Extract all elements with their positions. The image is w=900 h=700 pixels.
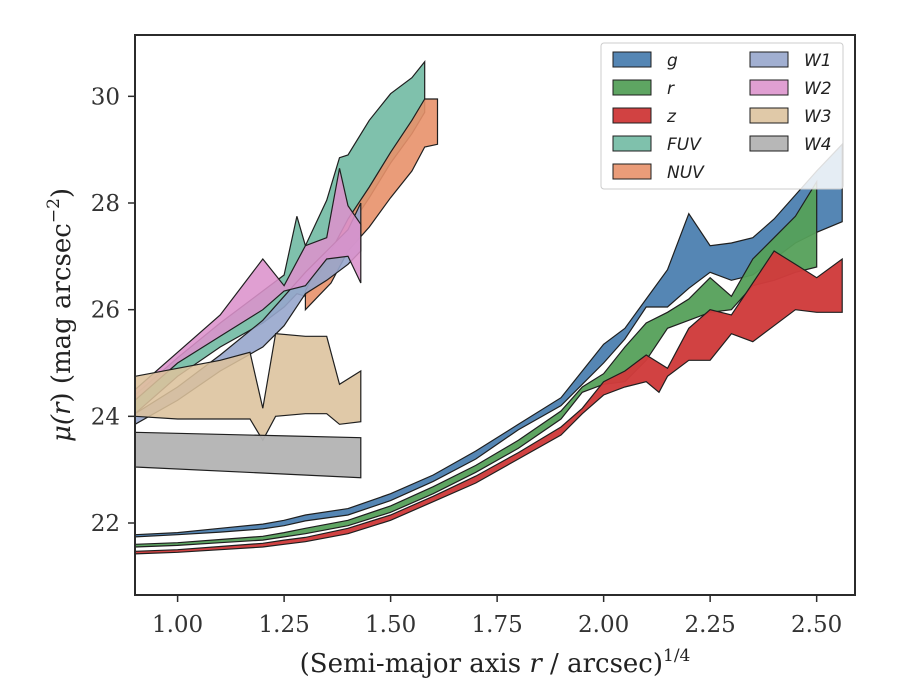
x-axis-label: (Semi-major axis r / arcsec)1/4: [300, 646, 691, 679]
band-w3: [135, 333, 362, 442]
x-tick-label: 1.50: [365, 612, 416, 638]
legend-swatch-w1: [749, 51, 789, 68]
band-z: [135, 250, 843, 555]
legend-label-w1: W1: [804, 51, 832, 71]
legend-swatch-g: [612, 51, 652, 68]
legend-swatch-z: [612, 107, 652, 124]
legend-label-z: z: [666, 107, 677, 127]
y-tick-label: 24: [91, 404, 120, 430]
plot-frame: [134, 34, 856, 596]
x-tick-label: 2.00: [578, 612, 629, 638]
y-tick-label: 22: [91, 511, 120, 537]
legend-swatch-w3: [749, 107, 789, 124]
y-tick-label: 26: [91, 298, 120, 324]
y-axis-label: μ(r) (mag arcsec−2): [44, 188, 77, 442]
legend-swatch-w2: [749, 79, 789, 96]
legend: grz FUV NUV W1 W2 W3 W4: [600, 42, 844, 190]
x-tick-label: 1.00: [152, 612, 203, 638]
legend-label-w2: W2: [804, 79, 832, 99]
legend-label-fuv: FUV: [667, 135, 702, 155]
legend-swatch-nuv: [612, 163, 652, 180]
band-w2: [135, 168, 362, 402]
band-series-group: [135, 59, 843, 555]
x-tick-label: 1.75: [472, 612, 523, 638]
x-axis: 1.00 1.25 1.50 1.75 2.00 2.25 2.50: [152, 595, 842, 638]
legend-label-r: r: [667, 79, 675, 99]
y-tick-label: 28: [91, 191, 120, 217]
legend-label-nuv: NUV: [667, 163, 705, 183]
legend-label-g: g: [667, 51, 678, 71]
x-tick-label: 2.25: [685, 612, 736, 638]
legend-label-w3: W3: [804, 107, 832, 127]
y-axis: 22 24 26 28 30: [91, 84, 135, 537]
legend-swatch-fuv: [612, 135, 652, 152]
y-tick-label: 30: [91, 84, 120, 110]
legend-label-w4: W4: [804, 135, 832, 155]
legend-swatch-w4: [749, 135, 789, 152]
x-tick-label: 1.25: [259, 612, 310, 638]
band-w4: [135, 431, 362, 479]
x-tick-label: 2.50: [791, 612, 842, 638]
legend-swatch-r: [612, 79, 652, 96]
